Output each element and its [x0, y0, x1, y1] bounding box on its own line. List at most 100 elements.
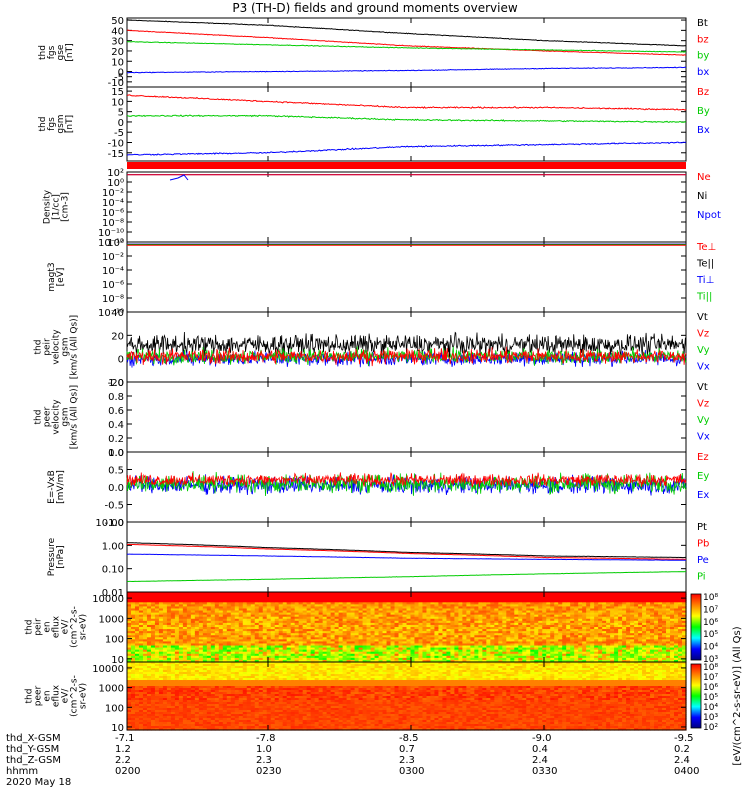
spectrogram-cell [130, 645, 136, 649]
spectrogram-cell [202, 629, 208, 632]
spectrogram-cell [554, 627, 559, 630]
spectrogram-cell [410, 600, 416, 603]
spectrogram-cell [458, 651, 463, 655]
spectrogram-cell [498, 604, 503, 608]
spectrogram-cell [482, 592, 487, 595]
spectrogram-cell [226, 643, 232, 647]
spectrogram-cell [654, 608, 659, 612]
spectrogram-cell [354, 657, 360, 661]
spectrogram-cell [430, 614, 436, 618]
spectrogram-cell [418, 639, 424, 643]
spectrogram-cell [610, 659, 615, 663]
spectrogram-cell [374, 655, 380, 659]
spectrogram-cell [450, 627, 456, 630]
spectrogram-cell [174, 598, 180, 601]
spectrogram-cell [642, 608, 647, 612]
spectrogram-cell [546, 622, 551, 626]
spectrogram-cell [314, 655, 320, 659]
spectrogram-cell [362, 643, 368, 647]
spectrogram-cell [626, 616, 631, 620]
spectrogram-cell [210, 618, 216, 622]
spectrogram-cell [210, 643, 216, 647]
spectrogram-cell [190, 635, 196, 638]
spectrogram-cell [570, 622, 575, 626]
spectrogram-cell [198, 610, 204, 614]
spectrogram-cell [406, 633, 412, 636]
spectrogram-cell [202, 647, 208, 651]
y-tick-label: 1.0 [108, 378, 124, 389]
spectrogram-cell [278, 659, 284, 663]
spectrogram-cell [282, 645, 288, 649]
spectrogram-cell [230, 600, 236, 603]
spectrogram-cell [174, 616, 180, 620]
spectrogram-cell [238, 659, 244, 663]
spectrogram-cell [142, 624, 148, 628]
spectrogram-cell [606, 618, 611, 622]
spectrogram-cell [306, 600, 312, 603]
spectrogram-cell [374, 653, 380, 657]
spectrogram-cell [198, 655, 204, 659]
spectrogram-cell [474, 629, 479, 632]
spectrogram-cell [462, 651, 467, 655]
spectrogram-cell [530, 592, 535, 595]
spectrogram-cell [166, 639, 172, 643]
spectrogram-cell [566, 606, 571, 610]
spectrogram-cell [598, 624, 603, 628]
spectrogram-cell [202, 653, 208, 657]
spectrogram-cell [502, 659, 507, 663]
spectrogram-cell [598, 637, 603, 640]
spectrogram-cell [266, 604, 272, 608]
spectrogram-cell [198, 604, 204, 608]
spectrogram-cell [582, 641, 587, 645]
spectrogram-cell [494, 608, 499, 612]
spectrogram-cell [630, 618, 635, 622]
spectrogram-cell [498, 618, 503, 622]
spectrogram-cell [662, 622, 667, 626]
spectrogram-cell [262, 610, 268, 614]
spectrogram-cell [418, 643, 424, 647]
spectrogram-cell [574, 641, 579, 645]
spectrogram-cell [650, 659, 655, 663]
spectrogram-cell [534, 612, 539, 616]
spectrogram-cell [278, 645, 284, 649]
spectrogram-cell [542, 624, 547, 628]
spectrogram-cell [370, 643, 376, 647]
spectrogram-cell [234, 604, 240, 608]
spectrogram-cell [282, 592, 288, 595]
spectrogram-cell [194, 604, 200, 608]
spectrogram-cell [378, 635, 384, 638]
spectrogram-cell [518, 600, 523, 603]
spectrogram-cell [458, 659, 463, 663]
spectrogram-cell [378, 620, 384, 624]
spectrogram-cell [558, 602, 563, 605]
spectrogram-cell [422, 631, 428, 634]
spectrogram-cell [278, 655, 284, 659]
spectrogram-cell [238, 610, 244, 614]
spectrogram-cell [510, 645, 515, 649]
spectrogram-cell [146, 651, 152, 655]
spectrogram-cell [170, 653, 176, 657]
spectrogram-cell [522, 655, 527, 659]
spectrogram-cell [478, 616, 483, 620]
spectrogram-cell [294, 598, 300, 601]
spectrogram-cell [514, 600, 519, 603]
spectrogram-cell [178, 608, 184, 612]
spectrogram-cell [154, 616, 160, 620]
spectrogram-cell [470, 641, 475, 645]
spectrogram-cell [314, 647, 320, 651]
spectrogram-cell [346, 633, 352, 636]
spectrogram-cell [154, 647, 160, 651]
spectrogram-cell [158, 614, 164, 618]
spectrogram-cell [250, 594, 256, 597]
spectrogram-cell [542, 610, 547, 614]
spectrogram-cell [478, 653, 483, 657]
spectrogram-cell [586, 643, 591, 647]
spectrogram-cell [378, 627, 384, 630]
spectrogram-cell [414, 592, 420, 595]
spectrogram-cell [614, 641, 619, 645]
spectrogram-cell [127, 618, 132, 622]
spectrogram-cell [422, 622, 428, 626]
spectrogram-cell [454, 631, 460, 634]
spectrogram-cell [266, 592, 272, 595]
spectrogram-cell [594, 635, 599, 638]
